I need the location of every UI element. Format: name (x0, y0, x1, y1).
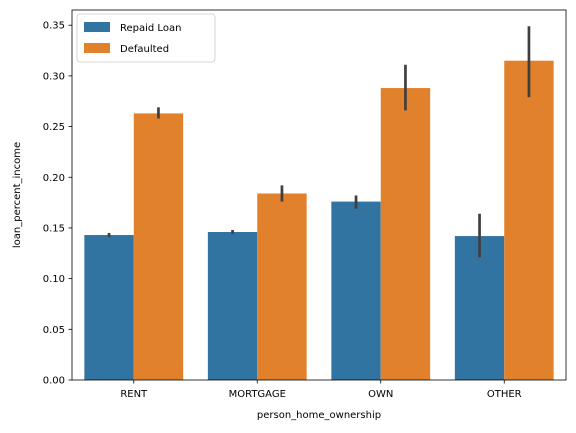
x-tick-label-own: OWN (368, 389, 393, 400)
bar-defaulted-rent (133, 113, 184, 380)
legend-label-repaid-loan: Repaid Loan (120, 23, 181, 34)
error-bars-group (107, 26, 531, 258)
x-axis-label: person_home_ownership (257, 410, 381, 421)
x-tick-label-rent: RENT (120, 389, 148, 400)
bar-repaid-loan-other (454, 236, 505, 380)
y-tick-label-0-00: 0.00 (43, 376, 65, 387)
legend-swatch-defaulted (84, 43, 110, 53)
bar-repaid-loan-rent (84, 235, 134, 380)
legend-box (76, 13, 216, 63)
y-tick-label-0-05: 0.05 (43, 325, 65, 336)
y-tick-label-0-20: 0.20 (43, 173, 65, 184)
y-tick-label-0-35: 0.35 (43, 21, 65, 32)
y-tick-label-0-25: 0.25 (43, 122, 65, 133)
x-axis: RENT MORTGAGE OWN OTHER (120, 380, 522, 400)
y-axis-label: loan_percent_income (12, 142, 23, 248)
y-tick-label-0-30: 0.30 (43, 71, 65, 82)
y-tick-label-0-15: 0.15 (43, 223, 65, 234)
x-tick-label-other: OTHER (487, 389, 522, 400)
bar-defaulted-mortgage (257, 193, 307, 380)
legend-label-defaulted: Defaulted (120, 44, 169, 55)
legend-swatch-repaid-loan (84, 22, 110, 32)
legend: Repaid Loan Defaulted (76, 13, 216, 63)
y-tick-label-0-10: 0.10 (43, 274, 65, 285)
bar-defaulted-own (380, 88, 431, 380)
plot-frame (71, 9, 567, 381)
bar-defaulted-other (504, 60, 554, 380)
x-tick-label-mortgage: MORTGAGE (229, 389, 286, 400)
bars-group (84, 60, 554, 380)
y-axis: 0.00 0.05 0.10 0.15 0.20 0.25 0.30 0.35 (43, 21, 72, 387)
bar-repaid-loan-mortgage (207, 232, 258, 380)
bar-repaid-loan-own (331, 201, 381, 380)
